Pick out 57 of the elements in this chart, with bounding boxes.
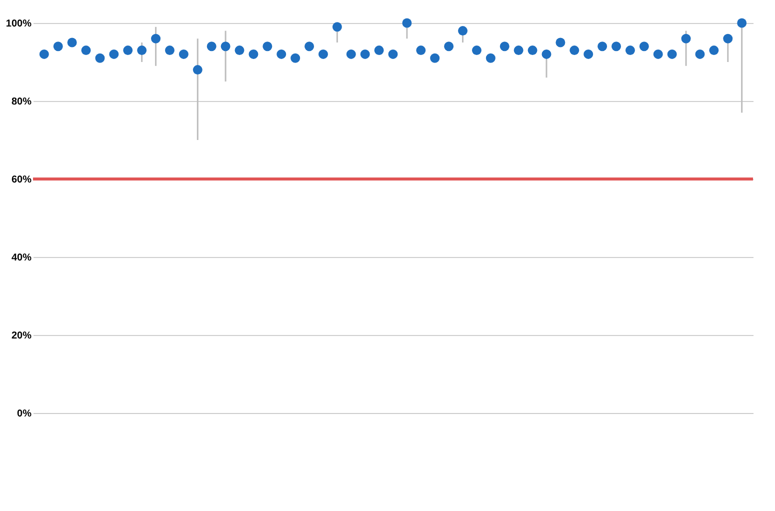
point — [737, 18, 747, 28]
point — [402, 18, 412, 28]
point — [458, 26, 468, 36]
point — [681, 34, 691, 44]
point — [542, 49, 552, 59]
point — [262, 42, 272, 52]
point — [276, 49, 286, 59]
y-tick-label: 20% — [11, 330, 32, 342]
point — [332, 22, 342, 32]
point — [95, 53, 105, 63]
point — [514, 46, 524, 56]
point — [178, 49, 188, 59]
point — [695, 49, 705, 59]
point — [220, 42, 230, 52]
point — [612, 42, 621, 52]
point — [416, 46, 426, 56]
point — [444, 42, 454, 52]
point — [304, 42, 314, 52]
point — [318, 49, 328, 59]
point — [556, 38, 566, 48]
point — [137, 46, 147, 56]
point — [639, 42, 649, 52]
point — [430, 53, 440, 63]
point — [374, 46, 384, 56]
point — [248, 49, 258, 59]
point — [39, 49, 49, 59]
point — [234, 46, 244, 56]
y-tick-label: 100% — [6, 18, 32, 30]
point — [528, 46, 538, 56]
point — [500, 42, 510, 52]
point — [388, 49, 398, 59]
point — [151, 34, 161, 44]
point — [346, 49, 356, 59]
point — [67, 38, 77, 48]
point — [81, 46, 91, 56]
point — [486, 53, 496, 63]
point — [206, 42, 216, 52]
point — [709, 46, 719, 56]
point — [165, 46, 174, 56]
point — [123, 46, 133, 56]
point — [192, 65, 202, 75]
point — [360, 49, 370, 59]
point — [53, 42, 63, 52]
point — [290, 53, 300, 63]
y-tick-label: 0% — [17, 408, 32, 420]
point — [723, 34, 733, 44]
y-tick-label: 40% — [11, 252, 32, 264]
point — [625, 46, 635, 56]
point — [598, 42, 608, 52]
point — [472, 46, 482, 56]
point — [667, 49, 677, 59]
y-tick-label: 80% — [11, 96, 32, 108]
point — [570, 46, 580, 56]
point — [109, 49, 119, 59]
point — [653, 49, 663, 59]
y-tick-label: 60% — [11, 174, 32, 186]
point — [584, 49, 594, 59]
